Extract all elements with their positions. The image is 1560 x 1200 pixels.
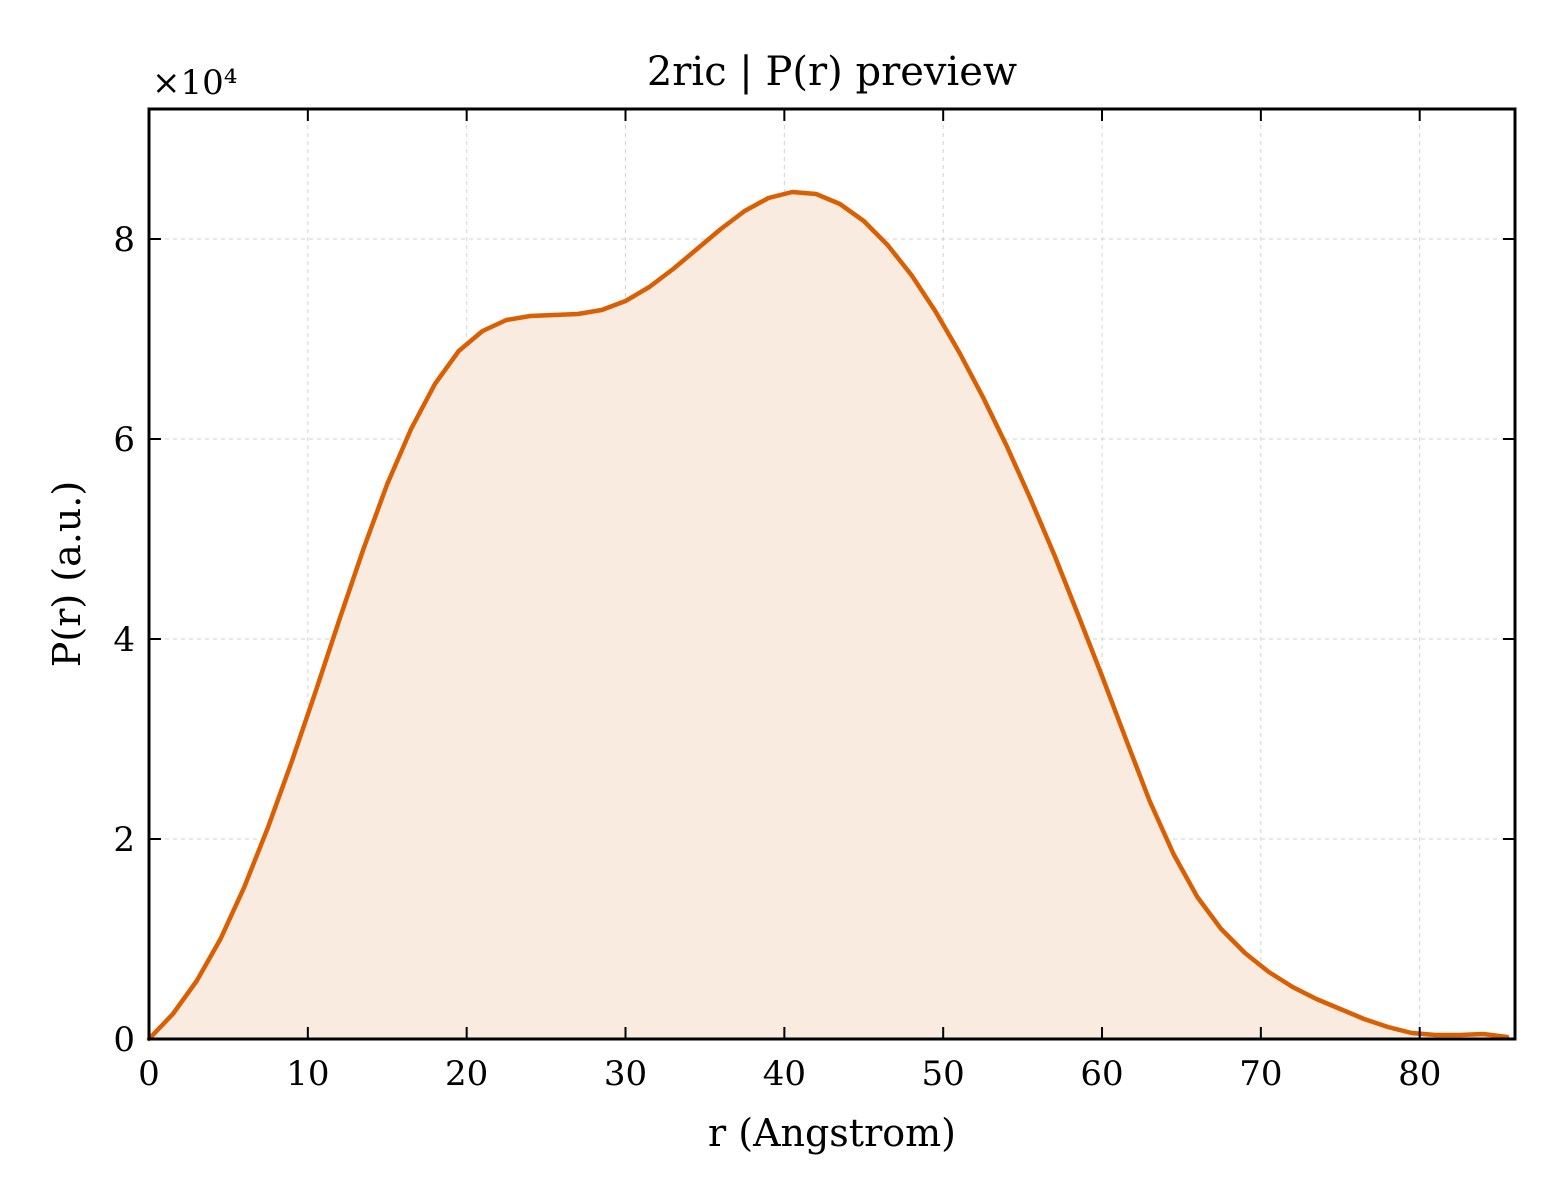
y-tick-label: 8 [113, 220, 135, 260]
axis-ticks: 0 10 20 30 40 50 60 70 80 0 2 4 6 8 [113, 109, 1515, 1094]
y-tick-label: 2 [113, 820, 135, 860]
x-tick-label: 30 [604, 1054, 647, 1094]
x-axis-label: r (Angstrom) [708, 1111, 956, 1155]
x-tick-label: 60 [1080, 1054, 1123, 1094]
chart-title: 2ric | P(r) preview [647, 49, 1017, 95]
x-tick-label: 10 [286, 1054, 329, 1094]
x-tick-label: 70 [1239, 1054, 1282, 1094]
y-axis-label: P(r) (a.u.) [45, 481, 89, 667]
y-tick-label: 4 [113, 620, 135, 660]
plot-frame [147, 107, 1517, 1041]
y-axis-multiplier: ×10⁴ [152, 63, 237, 103]
x-tick-label: 0 [138, 1054, 160, 1094]
y-tick-label: 0 [113, 1020, 135, 1060]
x-tick-label: 50 [922, 1054, 965, 1094]
series-line [146, 189, 1510, 1042]
x-tick-label: 40 [763, 1054, 806, 1094]
x-tick-label: 20 [445, 1054, 488, 1094]
y-tick-label: 6 [113, 420, 135, 460]
x-tick-label: 80 [1398, 1054, 1441, 1094]
series-area-fill [149, 192, 1508, 1039]
plot-area [146, 189, 1510, 1042]
